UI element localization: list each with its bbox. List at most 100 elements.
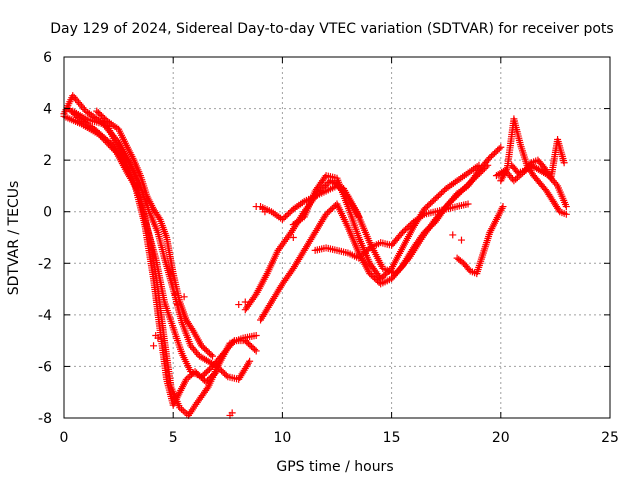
data-point — [402, 225, 410, 233]
data-point — [356, 253, 364, 261]
data-point — [486, 154, 494, 162]
series-track-13 — [497, 115, 570, 218]
data-point — [198, 373, 206, 381]
data-point — [201, 370, 209, 378]
data-point — [492, 148, 500, 156]
y-tick-label: -6 — [38, 359, 52, 375]
data-point — [188, 325, 196, 333]
data-point — [280, 214, 288, 222]
data-points — [60, 92, 570, 419]
data-point — [366, 270, 374, 278]
data-point — [204, 367, 212, 375]
data-point — [209, 352, 217, 360]
data-point — [462, 182, 470, 190]
data-point — [180, 293, 188, 301]
data-point — [286, 208, 294, 216]
data-point — [449, 195, 457, 203]
data-point — [101, 115, 109, 123]
data-point — [109, 145, 117, 153]
data-point — [381, 270, 389, 278]
data-point — [406, 221, 414, 229]
data-point — [422, 204, 430, 212]
data-point — [288, 266, 296, 274]
data-point — [104, 140, 112, 148]
data-point — [248, 343, 256, 351]
data-point — [205, 349, 213, 357]
data-point — [336, 185, 344, 193]
data-point — [154, 334, 162, 342]
data-point — [380, 272, 388, 280]
data-point — [93, 107, 101, 115]
data-point — [491, 149, 499, 157]
data-point — [403, 224, 411, 232]
data-point — [330, 203, 338, 211]
data-point — [100, 135, 108, 143]
data-point — [476, 169, 484, 177]
data-point — [405, 222, 413, 230]
data-point — [339, 188, 347, 196]
data-point — [221, 370, 229, 378]
data-point — [474, 171, 482, 179]
x-tick-label: 20 — [492, 430, 510, 446]
y-tick-label: 2 — [43, 153, 52, 169]
data-point — [439, 187, 447, 195]
data-point — [456, 189, 464, 197]
data-point — [241, 298, 249, 306]
x-tick-label: 15 — [383, 430, 401, 446]
data-point — [428, 198, 436, 206]
data-point — [95, 130, 103, 138]
data-point — [285, 210, 293, 218]
data-point — [321, 173, 329, 181]
data-point — [198, 342, 206, 350]
data-point — [404, 256, 412, 264]
data-point — [425, 201, 433, 209]
data-point — [246, 357, 254, 365]
x-tick-label: 10 — [273, 430, 291, 446]
data-point — [484, 161, 492, 169]
data-point — [475, 161, 483, 169]
data-point — [241, 337, 249, 345]
series-track-15 — [150, 203, 465, 419]
y-tick-label: -8 — [38, 411, 52, 427]
data-point — [400, 227, 408, 235]
chart-title: Day 129 of 2024, Sidereal Day-to-day VTE… — [50, 21, 613, 37]
data-point — [562, 203, 570, 211]
data-point — [464, 181, 472, 189]
data-point — [438, 189, 446, 197]
data-point — [384, 267, 392, 275]
data-point — [324, 209, 332, 217]
data-point — [358, 251, 366, 259]
data-point — [482, 163, 490, 171]
data-point — [459, 185, 467, 193]
data-point — [214, 364, 222, 372]
data-point — [461, 184, 469, 192]
data-point — [323, 180, 331, 188]
data-point — [449, 231, 457, 239]
data-point — [453, 192, 461, 200]
data-point — [252, 331, 260, 339]
data-point — [457, 236, 465, 244]
data-point — [229, 338, 237, 346]
data-point — [471, 174, 479, 182]
data-point — [467, 177, 475, 185]
data-point — [367, 271, 375, 279]
data-point — [338, 186, 346, 194]
y-tick-label: -4 — [38, 308, 52, 324]
data-point — [98, 134, 106, 142]
x-tick-label: 0 — [60, 430, 69, 446]
data-point — [252, 347, 260, 355]
data-point — [199, 371, 207, 379]
data-point — [497, 143, 505, 151]
data-point — [454, 190, 462, 198]
data-point — [205, 365, 213, 373]
data-point — [283, 211, 291, 219]
data-point — [430, 196, 438, 204]
data-point — [355, 254, 363, 262]
data-point — [204, 348, 212, 356]
data-point — [251, 345, 259, 353]
data-point — [207, 351, 215, 359]
data-point — [108, 143, 116, 151]
data-point — [111, 147, 119, 155]
